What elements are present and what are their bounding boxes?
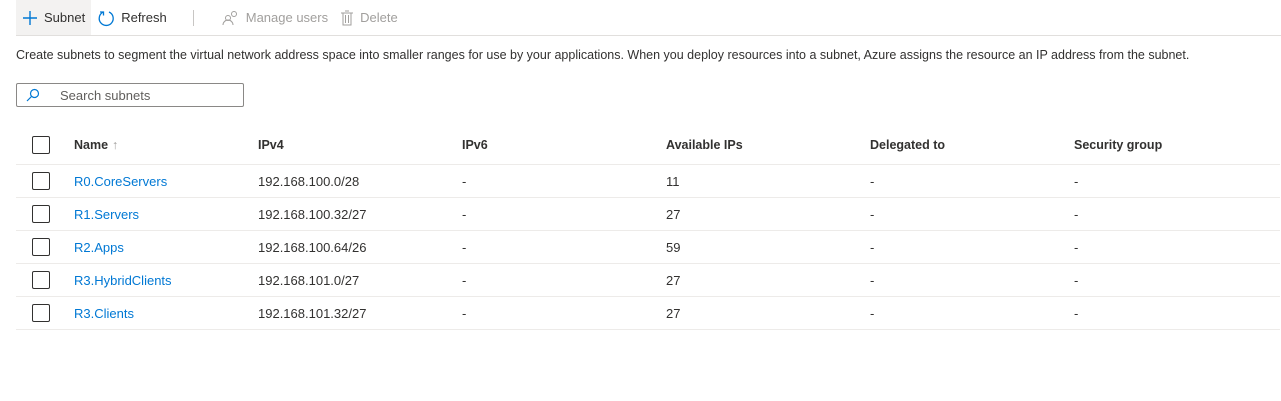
- ipv6-cell: -: [462, 272, 467, 288]
- column-ipv6[interactable]: IPv6: [462, 138, 488, 152]
- column-delegated-to[interactable]: Delegated to: [870, 138, 946, 152]
- available-ips-cell: 27: [666, 272, 681, 288]
- column-name[interactable]: Name ↑: [74, 138, 119, 152]
- table-row[interactable]: R3.HybridClients 192.168.101.0/27 - 27 -…: [16, 264, 1280, 297]
- row-checkbox[interactable]: [32, 238, 50, 256]
- row-checkbox[interactable]: [32, 271, 50, 289]
- ipv4-cell: 192.168.101.32/27: [258, 305, 367, 321]
- ipv6-cell: -: [462, 173, 467, 189]
- delete-button[interactable]: Delete: [334, 0, 404, 35]
- subnets-table: Name ↑ IPv4 IPv6 Available IPs Delegated …: [16, 126, 1280, 330]
- subnet-name-link[interactable]: R3.Clients: [74, 305, 134, 321]
- search-icon: [26, 88, 40, 102]
- ipv4-cell: 192.168.101.0/27: [258, 272, 360, 288]
- available-ips-cell: 27: [666, 206, 681, 222]
- subnet-name-link[interactable]: R1.Servers: [74, 206, 140, 222]
- row-checkbox[interactable]: [32, 172, 50, 190]
- manage-users-label: Manage users: [245, 10, 329, 25]
- column-security-group[interactable]: Security group: [1074, 138, 1163, 152]
- ipv6-cell: -: [462, 305, 467, 321]
- security-group-cell: -: [1074, 173, 1079, 189]
- add-subnet-button[interactable]: Subnet: [16, 0, 92, 35]
- table-row[interactable]: R0.CoreServers 192.168.100.0/28 - 11 - -: [16, 165, 1280, 198]
- table-row[interactable]: R2.Apps 192.168.100.64/26 - 59 - -: [16, 231, 1280, 264]
- users-icon: [222, 10, 237, 25]
- table-row[interactable]: R1.Servers 192.168.100.32/27 - 27 - -: [16, 198, 1280, 231]
- available-ips-cell: 59: [666, 239, 681, 255]
- delegated-to-cell: -: [870, 239, 875, 255]
- delegated-to-cell: -: [870, 206, 875, 222]
- select-all-checkbox[interactable]: [32, 136, 50, 154]
- subnet-name-link[interactable]: R2.Apps: [74, 239, 124, 255]
- ipv4-cell: 192.168.100.32/27: [258, 206, 367, 222]
- search-input[interactable]: [58, 86, 242, 104]
- security-group-cell: -: [1074, 239, 1079, 255]
- plus-icon: [23, 10, 37, 25]
- refresh-icon: [98, 10, 115, 26]
- delegated-to-cell: -: [870, 305, 875, 321]
- column-ipv4[interactable]: IPv4: [258, 138, 284, 152]
- row-checkbox[interactable]: [32, 205, 50, 223]
- column-available-ips[interactable]: Available IPs: [666, 138, 743, 152]
- delete-label: Delete: [360, 10, 398, 25]
- refresh-label: Refresh: [121, 10, 167, 25]
- toolbar-divider: [192, 9, 194, 26]
- ipv6-cell: -: [462, 206, 467, 222]
- table-header: Name ↑ IPv4 IPv6 Available IPs Delegated …: [16, 126, 1280, 165]
- security-group-cell: -: [1074, 305, 1079, 321]
- trash-icon: [341, 10, 354, 25]
- row-checkbox[interactable]: [32, 304, 50, 322]
- security-group-cell: -: [1074, 272, 1079, 288]
- subnet-name-link[interactable]: R0.CoreServers: [74, 173, 168, 189]
- ipv6-cell: -: [462, 239, 467, 255]
- search-box[interactable]: [16, 83, 244, 107]
- ipv4-cell: 192.168.100.0/28: [258, 173, 360, 189]
- refresh-button[interactable]: Refresh: [91, 0, 173, 35]
- ipv4-cell: 192.168.100.64/26: [258, 239, 367, 255]
- description: Create subnets to segment the virtual ne…: [16, 48, 1190, 62]
- delegated-to-cell: -: [870, 272, 875, 288]
- manage-users-button[interactable]: Manage users: [216, 0, 334, 35]
- delegated-to-cell: -: [870, 173, 875, 189]
- available-ips-cell: 11: [666, 173, 680, 189]
- add-subnet-label: Subnet: [44, 10, 86, 25]
- table-row[interactable]: R3.Clients 192.168.101.32/27 - 27 - -: [16, 297, 1280, 330]
- sort-ascending-icon: ↑: [112, 138, 119, 152]
- security-group-cell: -: [1074, 206, 1079, 222]
- subnet-name-link[interactable]: R3.HybridClients: [74, 272, 172, 288]
- command-bar: Subnet Refresh Manage users Delete: [16, 0, 1281, 36]
- available-ips-cell: 27: [666, 305, 681, 321]
